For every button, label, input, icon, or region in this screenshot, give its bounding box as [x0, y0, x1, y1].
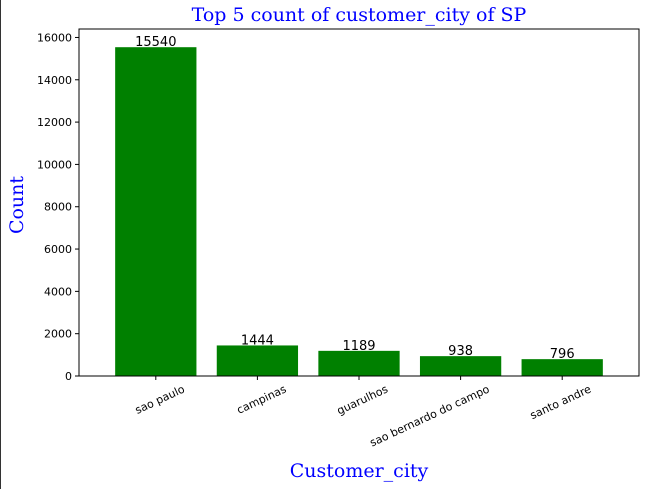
x-axis-label: Customer_city — [290, 460, 429, 482]
y-tick-label: 10000 — [37, 158, 72, 171]
y-tick-label: 8000 — [44, 201, 72, 214]
bar — [115, 47, 197, 376]
y-tick-label: 6000 — [44, 243, 72, 256]
plot-frame — [78, 28, 640, 377]
y-tick-label: 12000 — [37, 116, 72, 129]
bar-value-label: 1444 — [241, 333, 274, 348]
bar — [521, 359, 603, 376]
x-tick-label: sao paulo — [133, 382, 187, 416]
y-tick-label: 2000 — [44, 328, 72, 341]
y-tick-label: 4000 — [44, 285, 72, 298]
bar-value-label: 796 — [550, 347, 575, 362]
y-tick-label: 16000 — [37, 31, 72, 44]
bar-value-label: 1189 — [342, 339, 375, 354]
y-axis-label: Count — [6, 176, 28, 234]
window-left-edge — [0, 0, 1, 489]
bar — [216, 345, 299, 376]
chart-title: Top 5 count of customer_city of SP — [192, 4, 527, 26]
bar — [318, 350, 400, 376]
plot-area: 15540 sao paulo 1444 campinas 1189 guarulhos 9… — [37, 28, 640, 449]
x-tick-label: campinas — [235, 382, 289, 416]
y-tick-label: 0 — [65, 370, 72, 383]
x-tick-label: santo andre — [528, 382, 593, 422]
x-tick-label: guarulhos — [335, 382, 390, 417]
y-tick-label: 14000 — [37, 74, 72, 87]
bar — [419, 356, 502, 376]
bar-value-label: 938 — [448, 344, 473, 359]
bar-value-label: 15540 — [135, 35, 176, 50]
